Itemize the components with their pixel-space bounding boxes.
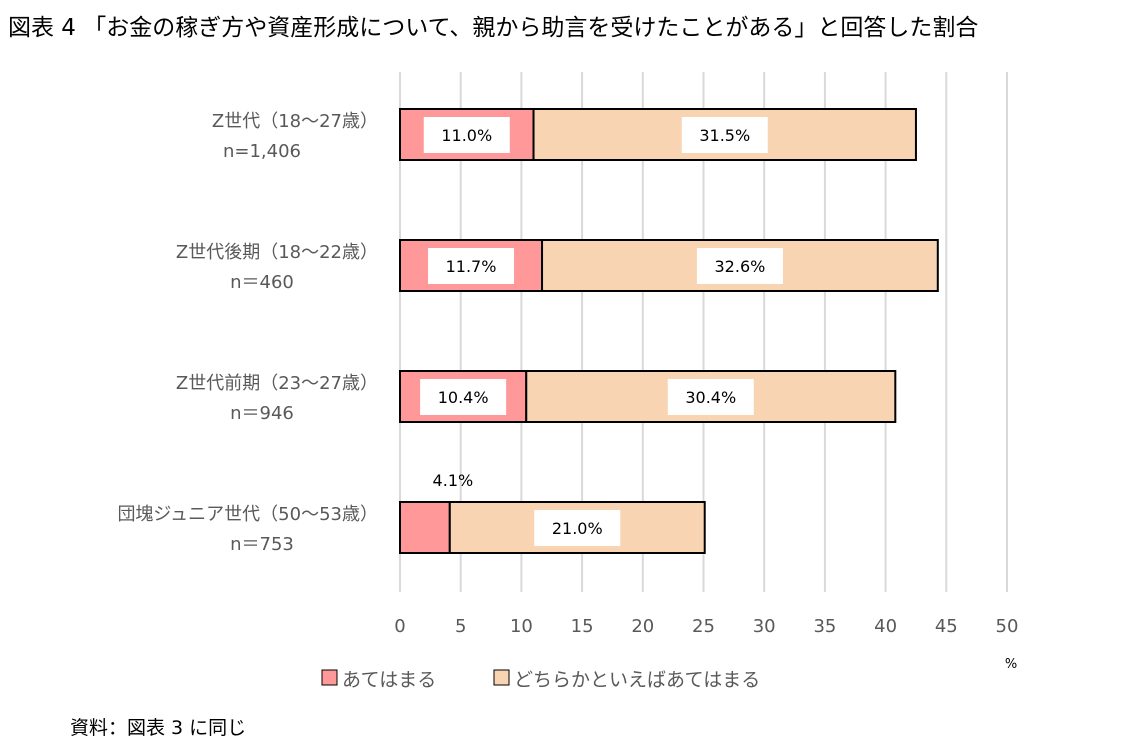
- data-label: 21.0%: [552, 519, 603, 538]
- data-label-box: [423, 117, 510, 153]
- category-n: n=1,406: [223, 141, 301, 162]
- x-tick-label: 15: [571, 616, 594, 637]
- x-unit: %: [1005, 657, 1017, 672]
- x-tick-label: 30: [753, 616, 776, 637]
- x-tick-label: 25: [692, 616, 715, 637]
- x-tick-label: 45: [935, 616, 958, 637]
- data-label-box: [681, 117, 768, 153]
- data-label-box: [696, 248, 783, 284]
- legend-swatch: [493, 669, 510, 686]
- category-label: Z世代後期（18～22歳）: [176, 242, 378, 263]
- data-label-box: [428, 248, 515, 284]
- x-tick-label: 10: [510, 616, 533, 637]
- data-label: 10.4%: [438, 388, 489, 407]
- x-tick-label: 50: [996, 616, 1019, 637]
- data-label: 31.5%: [699, 126, 750, 145]
- x-tick-label: 0: [394, 616, 405, 637]
- bar-segment: [399, 501, 451, 554]
- x-tick-label: 20: [631, 616, 654, 637]
- category-n: n＝460: [230, 272, 294, 293]
- data-label: 30.4%: [685, 388, 736, 407]
- x-tick-label: 35: [813, 616, 836, 637]
- x-tick-label: 5: [455, 616, 466, 637]
- legend-label: どちらかといえばあてはまる: [514, 669, 760, 691]
- data-label-box: [534, 510, 621, 546]
- category-label: Z世代前期（23～27歳）: [176, 373, 378, 394]
- data-label: 11.0%: [441, 126, 492, 145]
- data-label-box: [420, 379, 507, 415]
- data-label: 11.7%: [446, 257, 497, 276]
- data-label-box: [667, 379, 754, 415]
- chart-title: 図表 4 「お金の稼ぎ方や資産形成について、親から助言を受けたことがある」と回答…: [8, 15, 978, 41]
- category-n: n＝753: [230, 534, 294, 555]
- legend-label: あてはまる: [342, 669, 436, 691]
- category-label: Z世代（18～27歳）: [212, 111, 378, 132]
- legend-swatch: [321, 669, 338, 686]
- x-tick-label: 40: [874, 616, 897, 637]
- data-label: 32.6%: [715, 257, 766, 276]
- source-note: 資料：図表 3 に同じ: [70, 717, 246, 739]
- data-label: 4.1%: [433, 471, 474, 490]
- category-label: 団塊ジュニア世代（50～53歳）: [117, 504, 378, 525]
- category-n: n＝946: [230, 403, 294, 424]
